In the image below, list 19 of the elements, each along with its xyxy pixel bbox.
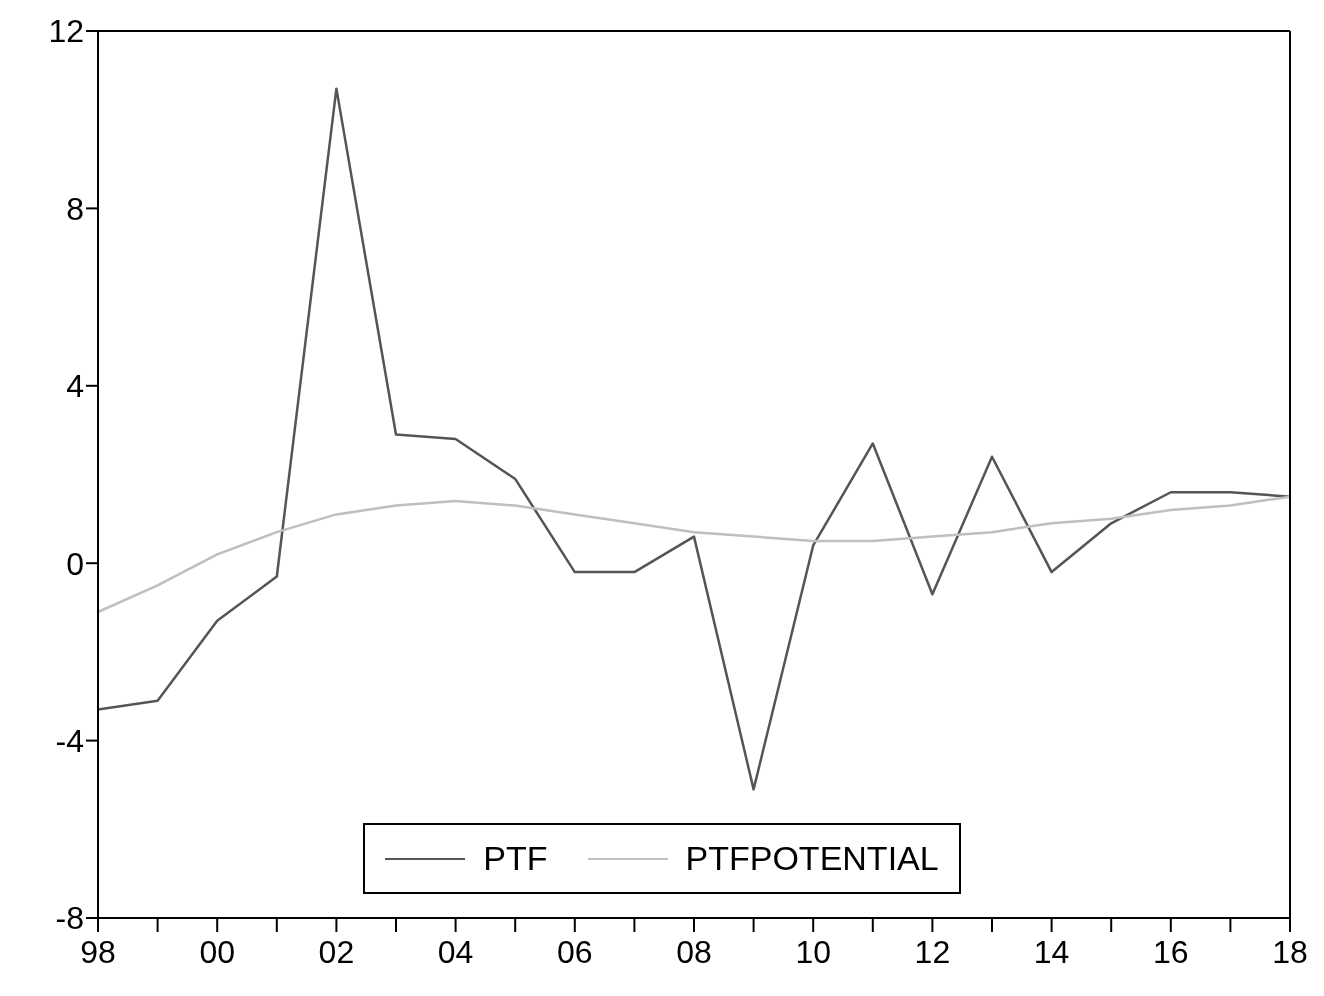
- legend-label: PTF: [483, 839, 548, 878]
- legend-label: PTFPOTENTIAL: [685, 839, 939, 878]
- x-tick-label: 12: [914, 933, 951, 970]
- x-tick-label: 14: [1033, 933, 1070, 970]
- y-tick-label: 4: [66, 368, 84, 405]
- y-tick-label: -4: [55, 722, 84, 759]
- x-tick-label: 04: [437, 933, 474, 970]
- line-series: [98, 495, 1290, 614]
- x-tick-label: 00: [199, 933, 235, 970]
- x-tick-label: 10: [795, 933, 831, 970]
- x-tick-label: 16: [1153, 933, 1189, 970]
- y-tick-label: 0: [66, 545, 84, 582]
- line-series: [98, 87, 1290, 791]
- x-tick-label: 18: [1272, 933, 1308, 970]
- y-tick-label: 12: [48, 13, 84, 50]
- x-tick-label: 08: [676, 933, 712, 970]
- y-tick-label: 8: [66, 190, 84, 227]
- x-tick-label: 02: [318, 933, 355, 970]
- x-tick-label: 06: [557, 933, 593, 970]
